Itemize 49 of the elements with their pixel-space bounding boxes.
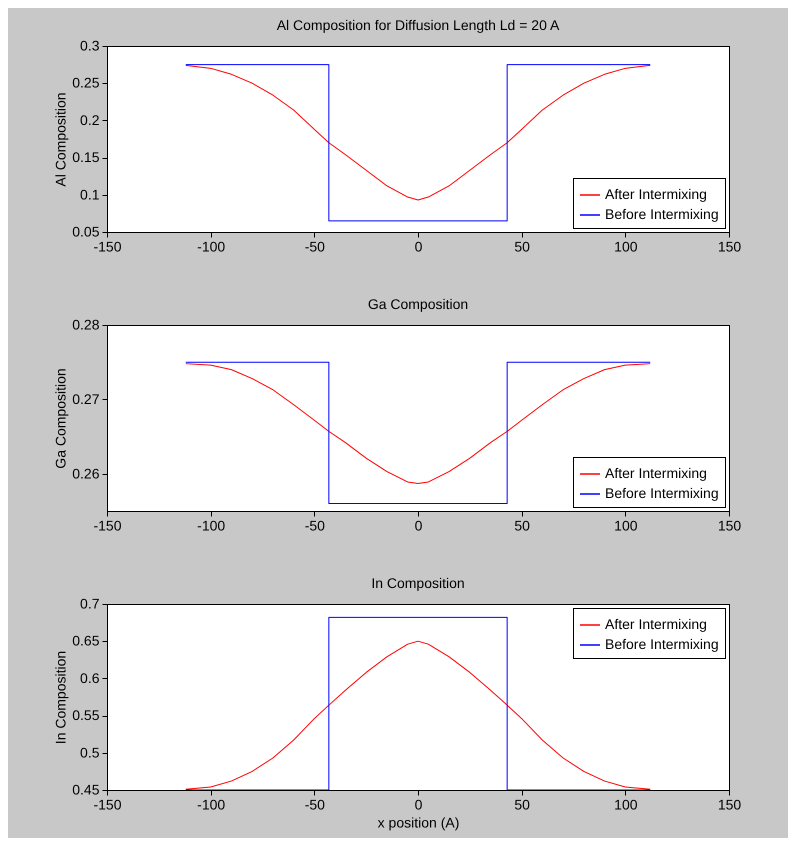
y-tick-label: 0.05	[72, 224, 100, 240]
y-tick-label: 0.25	[72, 74, 100, 91]
legend-label: Before Intermixing	[605, 206, 719, 222]
x-tick-label: -50	[304, 796, 326, 812]
legend-label: Before Intermixing	[605, 485, 719, 501]
legend-label: After Intermixing	[605, 616, 707, 632]
x-axis-title: x position (A)	[378, 814, 460, 830]
x-tick-label: 0	[414, 796, 423, 812]
x-tick-label: 0	[414, 238, 423, 254]
x-tick-label: 50	[514, 518, 530, 534]
chart-title: In Composition	[371, 575, 465, 591]
y-tick-label: 0.1	[80, 186, 100, 202]
y-tick-label: 0.65	[72, 632, 100, 649]
x-tick-label: 100	[614, 518, 638, 534]
x-tick-label: -100	[197, 518, 226, 534]
x-tick-label: 150	[718, 238, 742, 254]
y-tick-label: 0.15	[72, 149, 100, 166]
y-tick-label: 0.7	[80, 596, 100, 612]
x-tick-label: -150	[93, 238, 122, 254]
chart-title: Ga Composition	[368, 296, 468, 312]
y-tick-label: 0.2	[80, 112, 100, 128]
y-tick-label: 0.5	[80, 744, 100, 760]
x-tick-label: -100	[197, 238, 226, 254]
x-tick-label: -100	[197, 796, 226, 812]
x-tick-label: 150	[718, 518, 742, 534]
x-tick-label: 50	[514, 796, 530, 812]
y-tick-label: 0.26	[72, 465, 100, 482]
y-tick-label: 0.45	[72, 782, 100, 798]
chart-title: Al Composition for Diffusion Length Ld = 20 A	[276, 17, 560, 33]
y-axis-title: In Composition	[52, 650, 68, 744]
y-axis-title: Ga Composition	[52, 368, 68, 469]
x-tick-label: -50	[304, 518, 326, 534]
x-tick-label: 50	[514, 238, 530, 254]
y-tick-label: 0.3	[80, 38, 100, 54]
legend-label: After Intermixing	[605, 465, 707, 481]
x-tick-label: 0	[414, 518, 423, 534]
y-tick-label: 0.55	[72, 707, 100, 724]
x-tick-label: 100	[614, 238, 638, 254]
x-tick-label: -150	[93, 796, 122, 812]
y-tick-label: 0.27	[72, 390, 100, 407]
y-tick-label: 0.28	[72, 316, 100, 332]
x-tick-label: 150	[718, 796, 742, 812]
y-axis-title: Al Composition	[52, 92, 68, 187]
x-tick-label: -150	[93, 518, 122, 534]
x-tick-label: 100	[614, 796, 638, 812]
y-tick-label: 0.6	[80, 670, 100, 686]
x-tick-label: -50	[304, 238, 326, 254]
legend-label: After Intermixing	[605, 186, 707, 202]
legend-label: Before Intermixing	[605, 636, 719, 652]
